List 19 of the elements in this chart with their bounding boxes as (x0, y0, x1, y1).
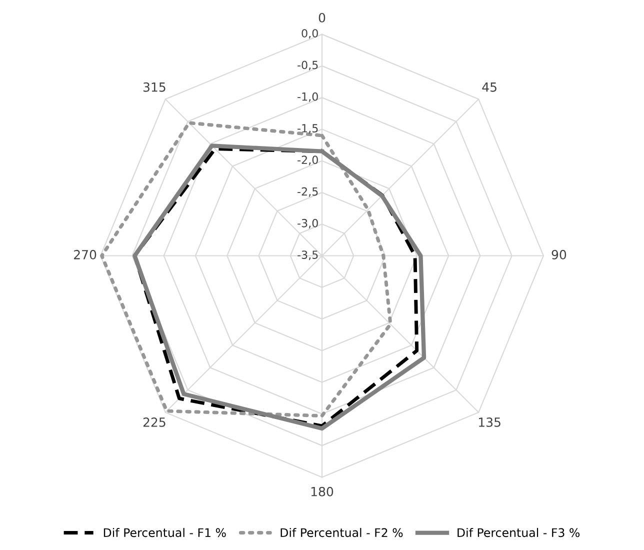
y-tick-label: -3,0 (298, 218, 318, 228)
spoke-label: 315 (143, 82, 166, 92)
y-tick-label: -2,0 (298, 156, 318, 166)
y-tick-label: -3,5 (298, 250, 318, 260)
y-tick-label: -0,5 (298, 60, 318, 70)
legend-label: Dif Percentual - F3 % (458, 528, 580, 538)
legend-label: Dif Percentual - F1 % (104, 528, 226, 538)
spoke-label: 180 (311, 486, 334, 496)
y-tick-label: -2,5 (298, 187, 318, 197)
spoke-label: 0 (318, 12, 326, 22)
legend-label: Dif Percentual - F2 % (280, 528, 403, 538)
spoke-label: 45 (482, 82, 496, 92)
y-tick-label: -1,5 (298, 124, 318, 134)
y-tick-label: 0,0 (302, 29, 318, 39)
spoke-label: 90 (552, 250, 566, 260)
spoke-label: 270 (74, 250, 96, 260)
spoke-label: 225 (143, 417, 166, 427)
y-tick-label: -1,0 (298, 92, 318, 102)
spoke-label: 135 (479, 417, 500, 427)
